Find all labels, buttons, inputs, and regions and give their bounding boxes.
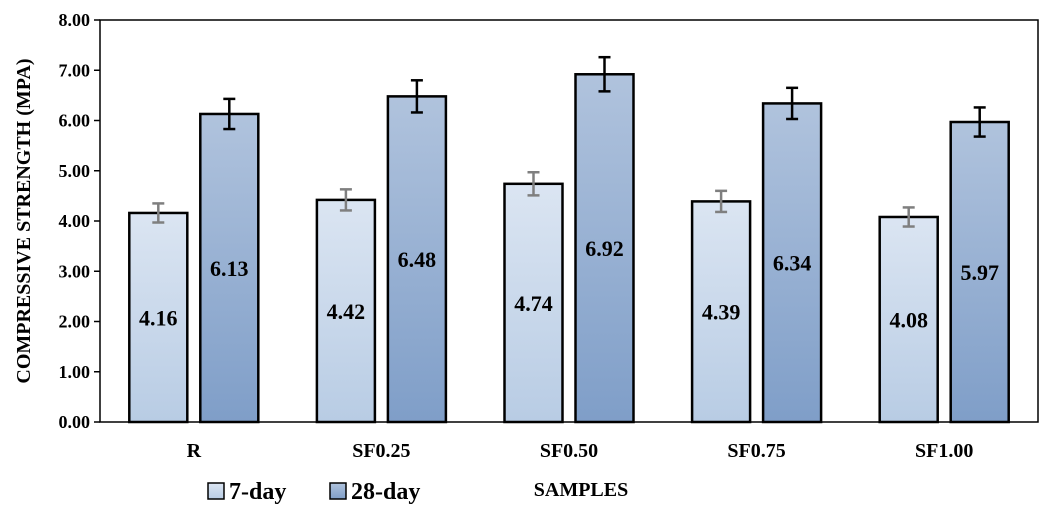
data-label: 6.13 <box>210 256 249 281</box>
legend-swatch-7-day <box>207 482 225 500</box>
y-axis-ticks: 0.00 1.00 2.00 3.00 4.00 5.00 6.00 7.00 8.00 <box>59 10 100 432</box>
data-label: 4.08 <box>889 307 928 332</box>
legend-label-7-day: 7-day <box>229 479 286 505</box>
x-axis-ticks: R SF0.25 SF0.50 SF0.75 SF1.00 <box>187 440 974 462</box>
data-label: 4.39 <box>702 300 741 325</box>
y-tick-label: 5.00 <box>59 161 91 181</box>
bar-28-day-SF0.50 <box>574 73 635 424</box>
x-axis-title: SAMPLES <box>534 479 628 501</box>
data-label: 6.48 <box>398 247 437 272</box>
bar-28-day-SF0.25 <box>386 95 448 424</box>
x-category-label: SF0.50 <box>540 440 598 462</box>
y-tick-label: 6.00 <box>59 111 91 131</box>
data-label: 5.97 <box>960 260 999 285</box>
y-tick-label: 3.00 <box>59 261 91 281</box>
data-label: 4.74 <box>514 291 553 316</box>
bars-group: 4.16 6.13 4.42 6.48 4.74 6.92 4.39 6.34 4.08 5.97 <box>128 55 1010 424</box>
y-tick-label: 8.00 <box>59 10 91 30</box>
data-label: 6.92 <box>585 236 624 261</box>
y-tick-label: 7.00 <box>59 60 91 80</box>
bar-28-day-SF1.00 <box>949 120 1010 424</box>
y-axis-title: COMPRESSIVE STRENGTH (MPA) <box>13 58 35 383</box>
x-category-label: R <box>187 440 202 462</box>
x-category-label: SF0.25 <box>352 440 410 462</box>
bar-7-day-SF0.75 <box>690 200 752 424</box>
bar-28-day-SF0.75 <box>761 102 823 424</box>
y-tick-label: 0.00 <box>59 412 91 432</box>
x-category-label: SF1.00 <box>915 440 973 462</box>
x-category-label: SF0.75 <box>727 440 785 462</box>
bar-7-day-SF0.50 <box>503 182 564 424</box>
y-tick-label: 1.00 <box>59 362 91 382</box>
bar-7-day-SF1.00 <box>878 215 939 424</box>
data-label: 4.42 <box>327 299 366 324</box>
legend: 7-day 28-day <box>207 479 420 505</box>
data-label: 4.16 <box>139 305 178 330</box>
bar-7-day-R <box>128 211 189 424</box>
y-tick-label: 4.00 <box>59 211 91 231</box>
y-tick-label: 2.00 <box>59 312 91 332</box>
legend-label-28-day: 28-day <box>351 479 420 505</box>
legend-swatch-28-day <box>329 482 347 500</box>
data-label: 6.34 <box>773 251 812 276</box>
